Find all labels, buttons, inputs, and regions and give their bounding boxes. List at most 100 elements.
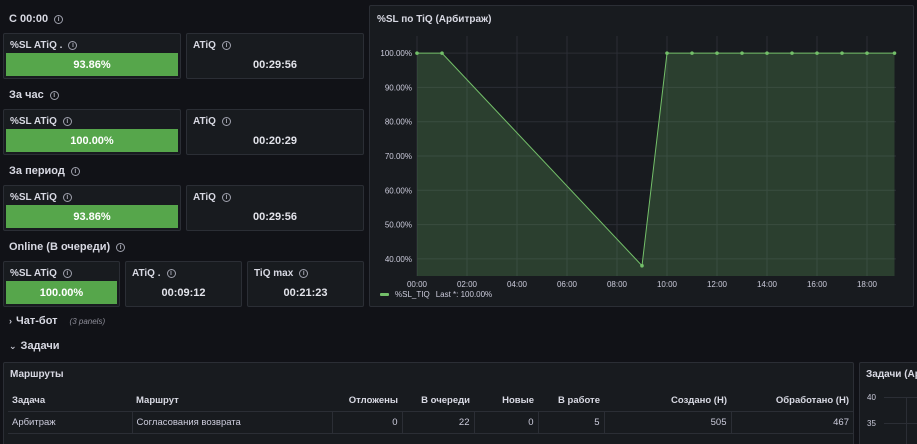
x-tick-label: 16:00 (807, 280, 828, 289)
x-tick-label: 18:00 (857, 280, 878, 289)
info-icon[interactable]: i (221, 41, 231, 50)
info-icon[interactable]: i (62, 269, 72, 278)
chart-legend[interactable]: %SL_TIQ Last *: 100.00% (380, 290, 492, 299)
info-icon[interactable]: i (68, 41, 78, 50)
data-point (665, 51, 669, 55)
table-cell: 5 (537, 411, 604, 434)
sl-gauge-bar: 93.86% (6, 205, 178, 228)
y-tick-label: 80.00% (385, 118, 412, 127)
legend-last-value: Last *: 100.00% (435, 290, 493, 299)
column-header[interactable]: Новые (474, 391, 538, 412)
y-tick-label: 35 (867, 419, 876, 428)
section-title-last-hour: За час i (9, 89, 59, 101)
info-icon[interactable]: i (54, 14, 64, 24)
data-point (690, 51, 694, 55)
column-header[interactable]: Обработано (Н) (731, 391, 853, 412)
x-tick-label: 00:00 (407, 280, 428, 289)
row-panel-count: (3 panels) (69, 316, 106, 326)
section-title-online: Online (В очереди) i (9, 241, 126, 253)
x-tick-label: 12:00 (707, 280, 728, 289)
column-header[interactable]: Маршрут (132, 391, 332, 412)
data-point (790, 51, 794, 55)
sl-gauge-bar: 93.86% (6, 53, 178, 76)
y-tick-label: 100.00% (380, 49, 412, 58)
table-cell: Согласования возврата (131, 411, 332, 434)
atiq-stat-panel-period[interactable]: ATiQ i 00:29:56 (186, 185, 364, 231)
info-icon[interactable]: i (62, 193, 72, 202)
sl-atiq-gauge-panel-today[interactable]: %SL ATiQ . i 93.86% (3, 33, 181, 79)
table-header-row: Задача Маршрут Отложены В очереди Новые … (8, 391, 853, 412)
atiq-value: 00:29:56 (252, 211, 298, 223)
routes-table: Задача Маршрут Отложены В очереди Новые … (8, 391, 853, 434)
side-panel-title: Задачи (Ар (866, 369, 917, 380)
atiq-value: 00:09:12 (161, 287, 206, 299)
data-point (740, 51, 744, 55)
atiq-value: 00:29:56 (252, 59, 298, 71)
y-tick-label: 40 (867, 393, 876, 402)
table-row[interactable]: Арбитраж Согласования возврата 0 22 0 5 … (8, 411, 853, 434)
atiq-stat-panel-hour[interactable]: ATiQ i 00:20:29 (186, 109, 364, 155)
sl-gauge-bar: 100.00% (6, 129, 178, 152)
data-point (440, 51, 444, 55)
sl-atiq-gauge-panel-hour[interactable]: %SL ATiQ i 100.00% (3, 109, 181, 155)
table-cell: 505 (603, 411, 731, 434)
row-chatbot[interactable]: › Чат-бот (3 panels) (9, 315, 106, 327)
section-title-period: За период i (9, 165, 80, 177)
chart-title: %SL по TiQ (Арбитраж) (377, 14, 492, 25)
info-icon[interactable]: i (62, 117, 72, 126)
table-cell: 0 (331, 411, 402, 434)
legend-swatch (380, 293, 389, 296)
chevron-down-icon: ⌄ (9, 340, 17, 351)
section-title-since-midnight: С 00:00 i (9, 13, 64, 25)
info-icon[interactable]: i (221, 117, 231, 126)
column-header[interactable]: В работе (538, 391, 604, 412)
info-icon[interactable]: i (221, 193, 231, 202)
data-point (415, 51, 419, 55)
x-tick-label: 08:00 (607, 280, 628, 289)
data-point (815, 51, 819, 55)
table-cell: 467 (730, 411, 853, 434)
column-header[interactable]: Отложены (332, 391, 402, 412)
data-point (840, 51, 844, 55)
sl-atiq-gauge-panel-period[interactable]: %SL ATiQ i 93.86% (3, 185, 181, 231)
column-header[interactable]: Задача (8, 391, 132, 412)
routes-table-panel[interactable]: Маршруты Задача Маршрут Отложены В очере… (3, 362, 854, 444)
legend-series-name: %SL_TIQ (395, 290, 430, 299)
x-tick-label: 14:00 (757, 280, 778, 289)
data-point (640, 263, 644, 268)
tiq-max-stat-panel[interactable]: TiQ max i 00:21:23 (247, 261, 364, 307)
info-icon[interactable]: i (49, 90, 59, 100)
data-point (892, 51, 897, 55)
info-icon[interactable]: i (70, 166, 80, 176)
data-point (865, 51, 869, 55)
atiq-stat-panel-online[interactable]: ATiQ . i 00:09:12 (125, 261, 242, 307)
data-point (715, 51, 719, 55)
tasks-side-chart-panel[interactable]: Задачи (Ар 40 35 (859, 362, 917, 444)
info-icon[interactable]: i (166, 269, 176, 278)
chevron-right-icon: › (9, 316, 12, 326)
sl-atiq-gauge-panel-online[interactable]: %SL ATiQ i 100.00% (3, 261, 120, 307)
routes-table-title: Маршруты (10, 369, 64, 380)
y-tick-label: 60.00% (385, 186, 412, 195)
column-header[interactable]: В очереди (402, 391, 474, 412)
series-area (417, 53, 895, 277)
x-tick-label: 04:00 (507, 280, 528, 289)
column-header[interactable]: Создано (Н) (604, 391, 731, 412)
x-tick-label: 06:00 (557, 280, 578, 289)
sl-tiq-chart: 40.00% 50.00% 60.00% 70.00% 80.00% 90.00% 100.… (380, 36, 897, 289)
info-icon[interactable]: i (299, 269, 309, 278)
grid-line (884, 397, 917, 398)
info-icon[interactable]: i (116, 242, 126, 252)
data-point (765, 51, 769, 55)
y-tick-label: 70.00% (385, 152, 412, 161)
sl-gauge-bar: 100.00% (6, 281, 117, 304)
table-cell: 0 (473, 411, 538, 434)
y-tick-label: 90.00% (385, 83, 412, 92)
atiq-value: 00:20:29 (252, 135, 298, 147)
x-tick-label: 10:00 (657, 280, 678, 289)
atiq-stat-panel-today[interactable]: ATiQ i 00:29:56 (186, 33, 364, 79)
grid-line (884, 423, 917, 424)
sl-tiq-chart-panel[interactable]: %SL по TiQ (Арбитраж) 40.00% 50.00% 60.00%… (369, 5, 914, 307)
row-tasks[interactable]: ⌄ Задачи (9, 340, 60, 352)
grid-line (906, 397, 907, 444)
